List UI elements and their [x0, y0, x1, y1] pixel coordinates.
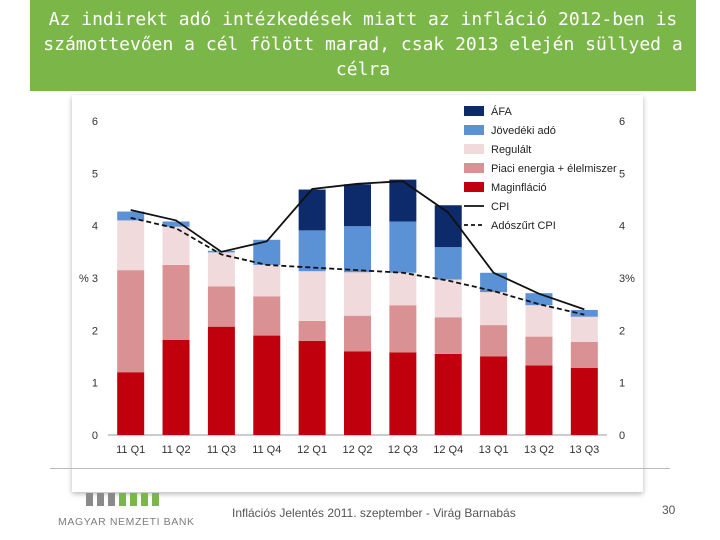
- slide-title-line-2: számottevően a cél fölött marad, csak 20…: [43, 34, 683, 55]
- y-tick-label-left: 2: [92, 325, 98, 337]
- bar-segment--fa: [389, 179, 417, 222]
- bar-segment-piaci-energia-lelmiszer: [253, 296, 281, 336]
- bar-segment-regul-lt: [162, 226, 190, 265]
- x-tick-label: 11 Q4: [252, 444, 281, 456]
- legend-swatch: [464, 144, 484, 154]
- bar-segment-j-ved-ki-ad-: [162, 221, 190, 227]
- mnb-logo-mark: [86, 491, 163, 510]
- legend-label: Adószűrt CPI: [491, 220, 556, 232]
- adoszurt-cpi-line: [130, 216, 585, 316]
- bar-segment-j-ved-ki-ad-: [434, 247, 462, 280]
- bar-segment-maginfl-ci-: [298, 340, 326, 435]
- bar-segment-j-ved-ki-ad-: [344, 226, 371, 273]
- slide-title-line-3: célra: [335, 59, 391, 80]
- x-tick-label: 12 Q1: [297, 444, 327, 456]
- bar-segment-piaci-energia-lelmiszer: [207, 286, 235, 327]
- bar-segment-regul-lt: [480, 292, 508, 326]
- bar-segment-maginfl-ci-: [570, 368, 598, 435]
- bar-segment-regul-lt: [207, 252, 235, 287]
- y-tick-label-right: 2: [619, 325, 625, 337]
- legend-swatch: [464, 106, 484, 116]
- x-tick-label: 11 Q3: [207, 444, 236, 456]
- bar-segment-j-ved-ki-ad-: [389, 221, 417, 273]
- legend-label: ÁFA: [491, 105, 512, 118]
- bar-segment-piaci-energia-lelmiszer: [525, 336, 553, 366]
- legend-label: Piaci energia + élelmiszer: [491, 163, 617, 175]
- x-tick-label: 13 Q3: [569, 444, 599, 456]
- x-tick-label: 11 Q1: [116, 444, 145, 456]
- y-tick-label-right: 3%: [619, 273, 635, 285]
- cpi-line: [130, 180, 585, 311]
- bar-segment-regul-lt: [570, 316, 598, 342]
- bar-segment-maginfl-ci-: [480, 356, 508, 435]
- footer-text: Inflációs Jelentés 2011. szeptember - Vi…: [232, 506, 516, 520]
- y-tick-label-left: 6: [92, 116, 98, 128]
- bar-segment-regul-lt: [117, 220, 145, 271]
- bar-segment-piaci-energia-lelmiszer: [117, 270, 145, 373]
- y-tick-label-left: 5: [92, 168, 98, 180]
- stacked-bar-chart: 0 0 1 1 2 2 % 3 3% 4 4 5 5 6 6 11 Q1 11 Q2 11 Q3 11 Q4 12 …: [79, 105, 635, 456]
- title-banner: Az indirekt adó intézkedések miatt az in…: [30, 0, 696, 91]
- bar-segment-maginfl-ci-: [207, 326, 235, 435]
- bar-segment--fa: [298, 189, 326, 231]
- y-tick-label-left: % 3: [79, 273, 98, 285]
- bar-segment-maginfl-ci-: [117, 372, 145, 435]
- bar-segment--fa: [344, 184, 371, 227]
- footer-divider: [50, 468, 670, 469]
- y-tick-label-right: 6: [619, 116, 625, 128]
- bar-segment-regul-lt: [298, 271, 326, 321]
- bar-segment-maginfl-ci-: [344, 351, 371, 435]
- x-tick-label: 12 Q2: [343, 444, 373, 456]
- mnb-logo-text: MAGYAR NEMZETI BANK: [58, 516, 195, 528]
- x-tick-label: 12 Q3: [388, 444, 418, 456]
- bar-segment-regul-lt: [253, 264, 281, 297]
- x-tick-label: 13 Q2: [524, 444, 554, 456]
- bar-segment-regul-lt: [434, 279, 462, 318]
- legend-swatch: [464, 163, 484, 173]
- bar-segment-maginfl-ci-: [389, 352, 417, 435]
- y-tick-label-right: 4: [619, 221, 625, 233]
- bar-segment-j-ved-ki-ad-: [525, 293, 553, 306]
- bar-segment-piaci-energia-lelmiszer: [344, 315, 371, 352]
- bar-segment-maginfl-ci-: [434, 353, 462, 435]
- bar-segment-piaci-energia-lelmiszer: [389, 305, 417, 353]
- bar-segment-piaci-energia-lelmiszer: [298, 320, 326, 341]
- legend-label: CPI: [491, 201, 509, 213]
- bar-segment-regul-lt: [389, 272, 417, 306]
- chart-panel: 0 0 1 1 2 2 % 3 3% 4 4 5 5 6 6 11 Q1 11 Q2 11 Q3 11 Q4 12 …: [72, 95, 643, 492]
- slide-title-line-1: Az indirekt adó intézkedések miatt az in…: [48, 9, 678, 30]
- bar-segment-piaci-energia-lelmiszer: [480, 325, 508, 357]
- y-tick-label-left: 0: [92, 430, 98, 442]
- legend-label: Maginfláció: [491, 182, 547, 194]
- x-tick-label: 13 Q1: [479, 444, 509, 456]
- bar-segment-j-ved-ki-ad-: [298, 230, 326, 272]
- bar-segment-maginfl-ci-: [525, 365, 553, 435]
- x-tick-label: 11 Q2: [161, 444, 190, 456]
- bar-segment-piaci-energia-lelmiszer: [434, 317, 462, 354]
- y-tick-label-right: 1: [619, 378, 625, 390]
- bar-segment-j-ved-ki-ad-: [480, 272, 508, 293]
- legend-label: Jövedéki adó: [491, 125, 556, 137]
- bar-segment-regul-lt: [525, 305, 553, 337]
- bar-segment-j-ved-ki-ad-: [117, 211, 145, 221]
- bar-segment-piaci-energia-lelmiszer: [570, 341, 598, 369]
- x-tick-label: 12 Q4: [433, 444, 463, 456]
- y-tick-label-left: 4: [92, 221, 98, 233]
- page-number: 30: [662, 503, 676, 517]
- bar-segment-piaci-energia-lelmiszer: [162, 264, 190, 340]
- y-tick-label-left: 1: [92, 378, 98, 390]
- y-tick-label-right: 0: [619, 430, 625, 442]
- legend-swatch: [464, 125, 484, 135]
- y-tick-label-right: 5: [619, 168, 625, 180]
- bar-segment-j-ved-ki-ad-: [570, 309, 598, 317]
- legend-swatch: [464, 182, 484, 192]
- legend-label: Regulált: [491, 144, 531, 156]
- bar-segment-regul-lt: [344, 272, 371, 316]
- bar-segment-maginfl-ci-: [253, 335, 281, 435]
- bar-segment-maginfl-ci-: [162, 339, 190, 435]
